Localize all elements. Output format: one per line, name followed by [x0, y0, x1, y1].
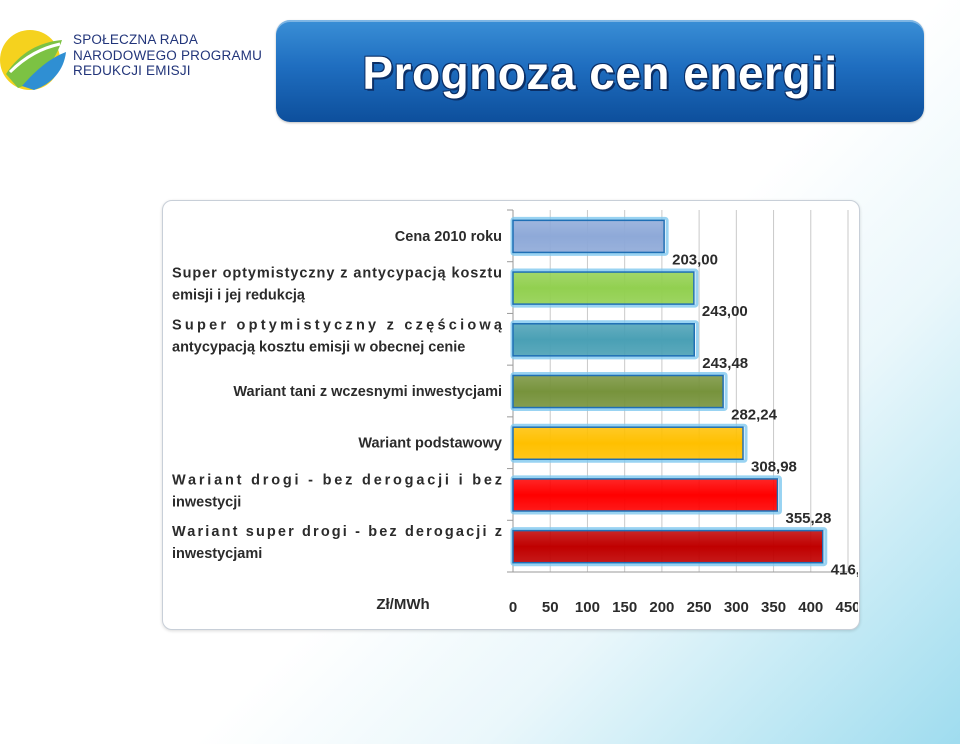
- logo: SPOŁECZNA RADA NARODOWEGO PROGRAMU REDUK…: [0, 22, 263, 94]
- bar: [512, 219, 665, 254]
- bar-value-label: 282,24: [731, 407, 778, 424]
- bar-glow: [510, 527, 828, 567]
- bar: [512, 374, 724, 409]
- category-label: Wariant drogi - bez derogacji i bez: [172, 472, 502, 488]
- bar-glow: [510, 268, 699, 308]
- bar-glow: [510, 371, 728, 412]
- page-title: Prognoza cen energii: [362, 47, 838, 99]
- bar-value-label: 243,00: [702, 303, 748, 320]
- category-label: emisji i jej redukcją: [172, 288, 306, 304]
- logo-text-line3: REDUKCJI EMISJI: [73, 63, 191, 78]
- x-tick-label: 400: [798, 599, 823, 616]
- category-label: Super optymistyczny z częściową: [172, 317, 503, 333]
- category-label: inwestycjami: [172, 546, 262, 562]
- category-label: Wariant super drogi - bez derogacji z: [172, 524, 502, 540]
- bar-value-label: 243,48: [702, 355, 748, 372]
- bar: [512, 478, 779, 512]
- x-axis-title: Zł/MWh: [376, 596, 429, 613]
- bar: [512, 323, 696, 357]
- logo-mark-icon: [0, 30, 66, 90]
- x-tick-label: 100: [575, 599, 600, 616]
- category-label: Wariant tani z wczesnymi inwestycjami: [233, 384, 502, 400]
- x-tick-label: 350: [761, 599, 786, 616]
- bar-glow: [510, 216, 669, 256]
- x-tick-label: 200: [649, 599, 674, 616]
- bar: [512, 271, 695, 305]
- x-tick-label: 450: [835, 599, 858, 616]
- x-tick-label: 50: [542, 599, 559, 616]
- category-label: antycypacją kosztu emisji w obecnej ceni…: [172, 339, 465, 355]
- bar: [512, 529, 824, 564]
- category-label: Cena 2010 roku: [395, 229, 502, 245]
- x-tick-label: 0: [509, 599, 517, 616]
- x-tick-label: 300: [724, 599, 749, 616]
- bar: [512, 426, 744, 461]
- logo-text-line1: SPOŁECZNA RADA: [73, 32, 199, 47]
- category-label: inwestycji: [172, 494, 241, 510]
- bar-glow: [510, 475, 782, 515]
- bar-value-label: 203,00: [672, 251, 718, 268]
- bar-value-label: 308,98: [751, 458, 797, 475]
- bar-value-label: 416,11: [831, 562, 858, 579]
- logo-text-line2: NARODOWEGO PROGRAMU: [73, 47, 263, 63]
- bar-chart: 203,00 243,00 243,48 282,24 308,98 355,28 416,…: [172, 209, 858, 616]
- bar-glow: [510, 423, 748, 463]
- x-tick-label: 150: [612, 599, 637, 616]
- bar-value-label: 355,28: [785, 510, 831, 527]
- x-tick-label: 250: [687, 599, 712, 616]
- title-banner: Prognoza cen energii: [276, 20, 924, 122]
- category-label: Super optymistyczny z antycypacją kosztu: [172, 266, 502, 282]
- bar-glow: [510, 320, 699, 360]
- category-label: Wariant podstawowy: [358, 436, 502, 452]
